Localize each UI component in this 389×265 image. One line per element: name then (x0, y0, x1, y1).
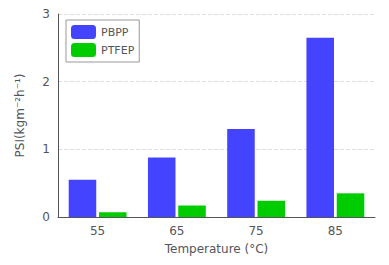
svg-text:85: 85 (328, 224, 343, 238)
svg-text:0: 0 (42, 210, 50, 224)
svg-text:1: 1 (42, 142, 50, 156)
svg-text:65: 65 (169, 224, 184, 238)
svg-text:PSI(kgm⁻²h⁻¹): PSI(kgm⁻²h⁻¹) (13, 74, 27, 158)
svg-text:2: 2 (42, 75, 50, 89)
svg-text:PBPP: PBPP (101, 26, 129, 39)
svg-text:3: 3 (42, 7, 50, 21)
svg-text:PTFEP: PTFEP (101, 44, 135, 57)
svg-text:Temperature (°C): Temperature (°C) (164, 242, 269, 256)
svg-text:75: 75 (248, 224, 263, 238)
svg-text:55: 55 (90, 224, 105, 238)
